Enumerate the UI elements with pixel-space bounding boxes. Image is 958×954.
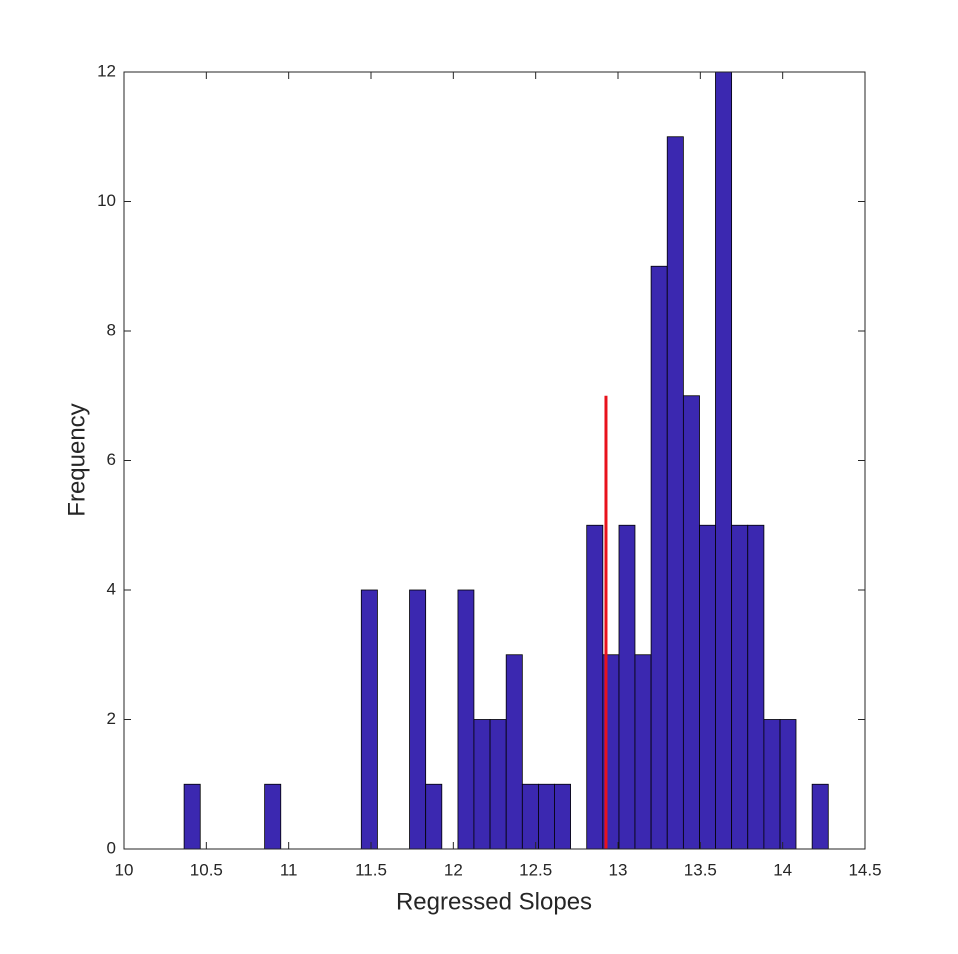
bar bbox=[473, 719, 491, 850]
x-axis-title: Regressed Slopes bbox=[396, 888, 592, 915]
y-tick-label: 4 bbox=[107, 579, 116, 598]
bar bbox=[811, 783, 829, 850]
bar bbox=[183, 783, 201, 850]
bar bbox=[505, 654, 523, 850]
bar bbox=[264, 783, 282, 850]
bar bbox=[682, 395, 700, 850]
bar bbox=[650, 265, 668, 850]
bar bbox=[618, 524, 636, 850]
x-tick-label: 12 bbox=[444, 860, 463, 879]
y-tick-label: 6 bbox=[107, 450, 116, 469]
y-tick-label: 0 bbox=[107, 838, 116, 857]
y-tick-label: 8 bbox=[107, 320, 116, 339]
bar bbox=[763, 719, 781, 850]
x-tick-label: 13 bbox=[609, 860, 628, 879]
y-tick-label: 12 bbox=[97, 61, 116, 80]
x-tick-label: 11 bbox=[280, 860, 298, 879]
x-tick-label: 14 bbox=[773, 860, 792, 879]
x-tick-label: 10 bbox=[115, 860, 134, 879]
y-axis-title: Frequency bbox=[63, 403, 90, 516]
bar bbox=[666, 136, 684, 850]
bar bbox=[699, 524, 716, 850]
x-tick-label: 14.5 bbox=[848, 860, 881, 879]
bar bbox=[586, 524, 604, 850]
bar bbox=[457, 589, 475, 850]
bar bbox=[634, 654, 652, 850]
y-tick-label: 2 bbox=[107, 709, 116, 728]
bar bbox=[779, 719, 797, 850]
bar bbox=[538, 783, 555, 850]
bar bbox=[360, 589, 378, 850]
bar bbox=[731, 524, 749, 850]
bar bbox=[425, 783, 443, 850]
bar bbox=[409, 589, 427, 850]
y-tick-label: 10 bbox=[97, 191, 116, 210]
bar bbox=[489, 719, 507, 850]
bar bbox=[747, 524, 765, 850]
x-tick-label: 11.5 bbox=[355, 860, 387, 879]
x-tick-label: 13.5 bbox=[684, 860, 717, 879]
x-tick-label: 10.5 bbox=[190, 860, 223, 879]
x-tick-label: 12.5 bbox=[519, 860, 552, 879]
bar bbox=[554, 783, 571, 850]
bar bbox=[521, 783, 539, 850]
bar bbox=[715, 71, 733, 850]
